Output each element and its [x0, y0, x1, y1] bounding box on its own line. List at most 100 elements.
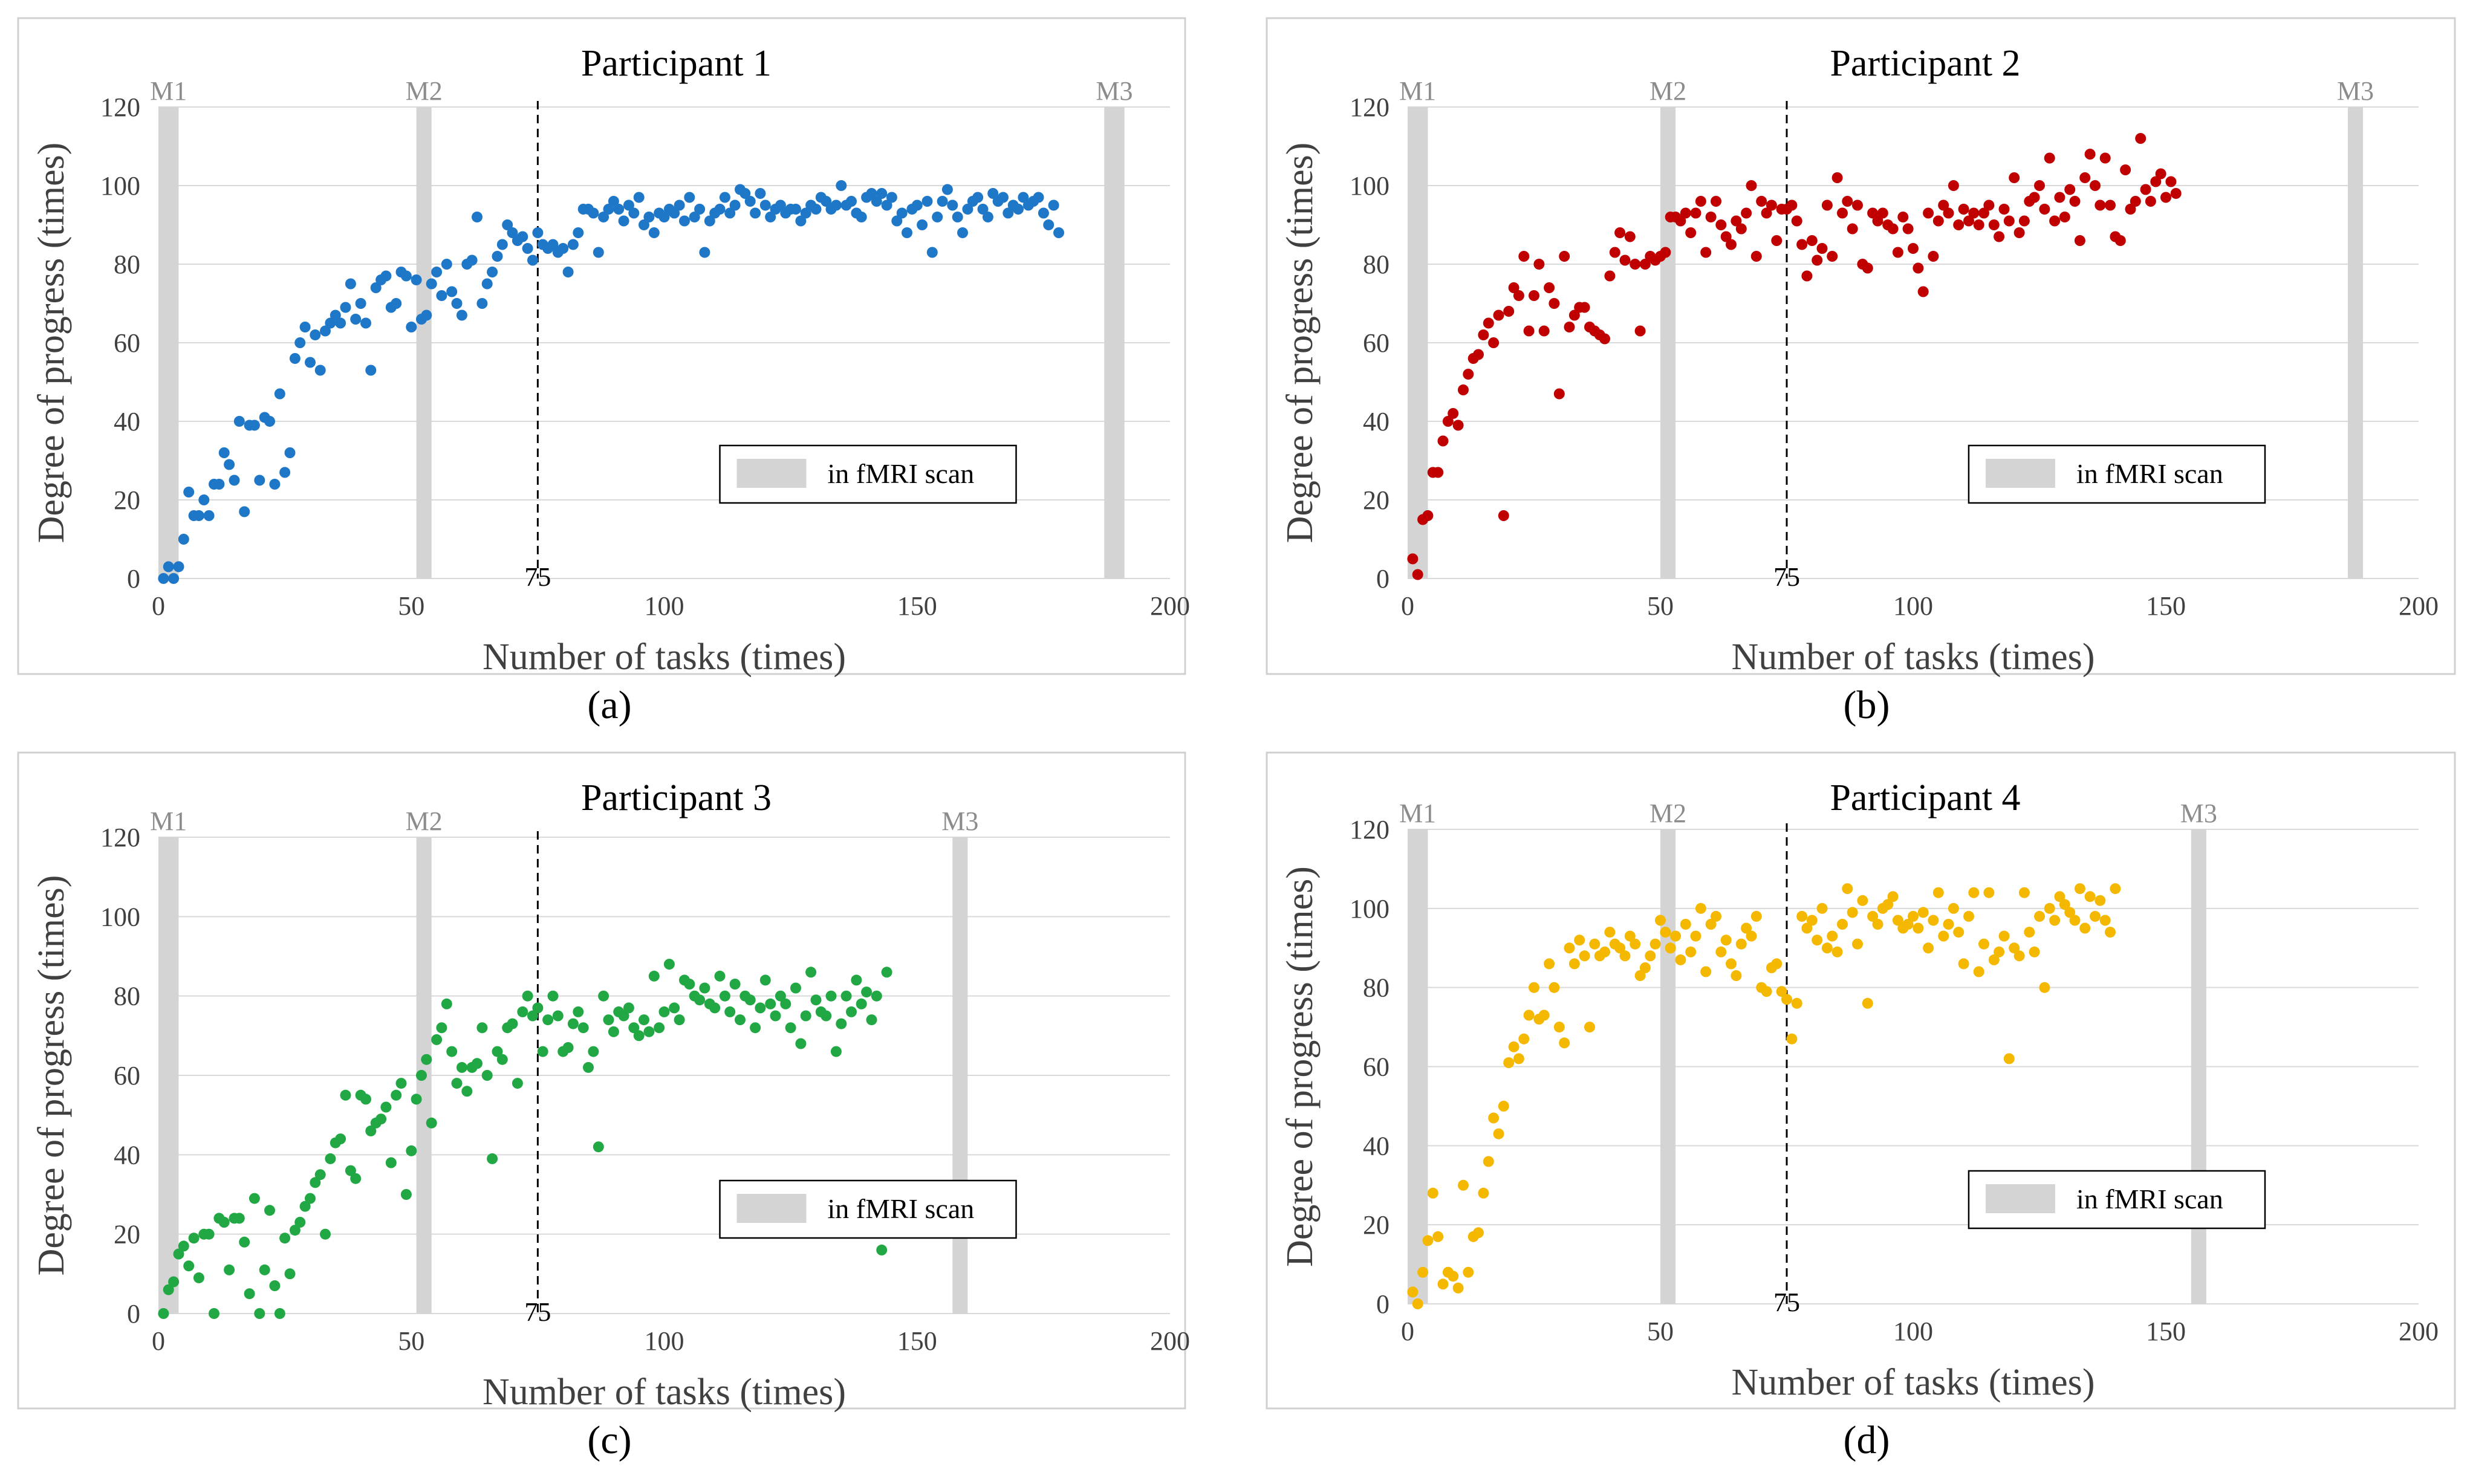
data-point — [1735, 938, 1747, 950]
data-point — [603, 1014, 614, 1026]
y-tick-label: 60 — [1363, 1052, 1389, 1082]
data-point — [456, 309, 467, 321]
x-tick-label: 200 — [2399, 591, 2439, 621]
data-point — [1458, 1179, 1469, 1191]
data-point — [684, 192, 695, 203]
marker-label-m2: M2 — [406, 76, 443, 106]
data-point — [1604, 270, 1616, 282]
y-tick-label: 120 — [100, 823, 140, 852]
data-point — [639, 219, 649, 230]
data-point — [385, 1157, 397, 1168]
data-point — [800, 207, 811, 219]
data-point — [1513, 290, 1524, 301]
data-point — [689, 212, 700, 222]
data-point — [755, 1002, 766, 1014]
data-point — [1776, 986, 1787, 997]
data-point — [178, 1240, 189, 1252]
x-tick-label: 150 — [897, 591, 937, 621]
y-tick-label: 0 — [1376, 1289, 1389, 1319]
data-point — [1624, 231, 1636, 242]
x-tick-label: 50 — [398, 1326, 424, 1356]
y-tick-label: 60 — [114, 1061, 140, 1090]
data-point — [1463, 1266, 1474, 1278]
data-point — [380, 1101, 392, 1113]
data-point — [441, 998, 452, 1009]
data-point — [436, 1022, 447, 1034]
data-point — [1695, 196, 1706, 207]
data-point — [224, 459, 235, 470]
data-point — [1917, 286, 1929, 297]
y-tick-label: 120 — [1350, 815, 1389, 844]
data-point — [1427, 1187, 1438, 1199]
y-tick-label: 40 — [1363, 1131, 1389, 1161]
data-point — [2064, 907, 2076, 918]
scan-band-m3 — [2347, 107, 2364, 578]
data-point — [1781, 994, 1792, 1005]
data-point — [1503, 1057, 1515, 1068]
data-point — [249, 420, 260, 431]
data-point — [744, 196, 756, 207]
data-point — [1705, 919, 1717, 930]
data-point — [158, 573, 169, 584]
data-point — [1630, 259, 1641, 270]
data-point — [254, 475, 265, 486]
data-point — [1958, 958, 1969, 970]
data-point — [2140, 184, 2151, 195]
data-point — [1943, 207, 1954, 219]
data-point — [2044, 152, 2055, 164]
data-point — [618, 1010, 629, 1022]
y-tick-label: 100 — [100, 171, 140, 201]
data-point — [669, 1002, 680, 1014]
data-point — [577, 1022, 589, 1034]
data-point — [411, 274, 422, 285]
data-point — [264, 1205, 275, 1216]
data-point — [765, 998, 776, 1009]
data-point — [739, 188, 751, 199]
chart-frame — [1266, 751, 2456, 1410]
data-point — [613, 204, 625, 215]
data-point — [1741, 922, 1752, 934]
data-point — [350, 1173, 362, 1184]
scan-band-m2 — [1660, 829, 1676, 1304]
data-point — [1852, 938, 1863, 950]
data-point — [972, 192, 984, 203]
data-point — [790, 204, 801, 215]
data-point — [1660, 247, 1671, 258]
data-point — [1412, 1298, 1423, 1309]
data-point — [1680, 207, 1691, 219]
data-point — [522, 990, 533, 1002]
data-point — [527, 1010, 538, 1022]
data-point — [1711, 196, 1721, 207]
data-point — [932, 212, 943, 222]
data-point — [1771, 235, 1783, 246]
data-point — [1771, 958, 1783, 970]
data-point — [1452, 420, 1464, 431]
y-axis-title: Degree of progress (times) — [31, 143, 72, 543]
data-point — [350, 314, 362, 325]
data-point — [310, 329, 321, 340]
data-point — [1544, 958, 1555, 970]
data-point — [1564, 942, 1575, 954]
data-point — [1750, 251, 1762, 262]
data-point — [1831, 172, 1843, 183]
data-point — [209, 1308, 219, 1319]
chart-frame — [1266, 17, 2456, 675]
data-point — [289, 353, 301, 364]
y-tick-label: 80 — [114, 982, 140, 1011]
data-point — [2079, 172, 2091, 183]
data-point — [810, 204, 822, 215]
data-point — [567, 239, 579, 250]
chart-title: Participant 2 — [1830, 43, 2020, 84]
data-point — [2024, 927, 2035, 938]
chart-frame — [17, 17, 1186, 675]
data-point — [881, 199, 892, 211]
data-point — [1877, 207, 1888, 219]
data-point — [759, 199, 771, 211]
data-point — [1690, 207, 1701, 219]
data-point — [1432, 1231, 1444, 1242]
x-tick-label: 100 — [645, 591, 684, 621]
chart-title: Participant 3 — [581, 777, 772, 818]
data-point — [947, 199, 958, 211]
data-point — [1913, 922, 1924, 934]
data-point — [775, 990, 786, 1002]
